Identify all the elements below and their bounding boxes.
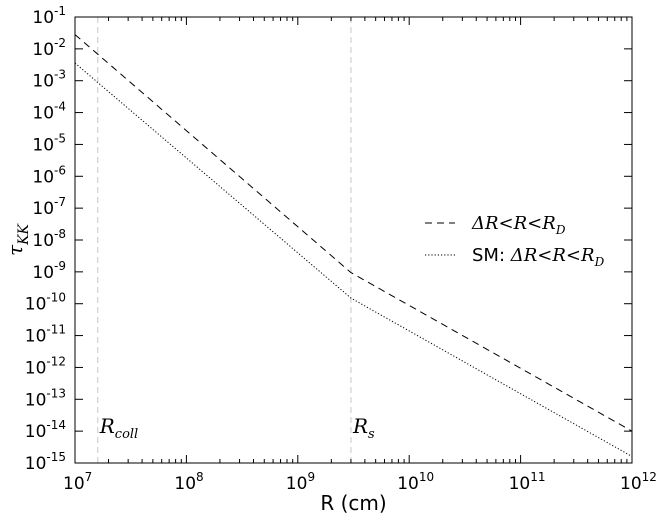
legend: ΔR<R<RD SM: ΔR<R<RD [425,213,605,269]
y-tick-label: 10-4 [32,100,66,124]
x-tick-label: 107 [63,470,92,494]
vline-label-sub: coll [115,427,138,442]
x-axis-title: R (cm) [320,491,386,515]
legend-label: ΔR<R<RD [471,213,566,237]
vline-label-base: R [352,414,368,438]
annotations: Rcoll Rs [99,414,375,442]
x-tick-label: 1010 [397,470,434,494]
x-tick-label: 1012 [620,470,657,494]
series-line-dotted [74,62,633,457]
y-tick-label: 10-8 [32,227,66,251]
y-tick-label: 10-5 [32,131,66,155]
vline-label-s: Rs [352,414,375,442]
x-tick-label: 1011 [509,470,546,494]
y-tick-label: 10-15 [25,450,66,474]
x-tick-label: 108 [174,470,203,494]
y-axis-title: τKK [3,222,32,256]
y-tick-label: 10-7 [32,195,66,219]
y-tick-label: 10-14 [25,418,66,442]
y-axis-title-sub: KK [16,222,32,245]
y-tick-label: 10-2 [32,36,66,60]
x-tick-label: 109 [286,470,315,494]
y-tick-label: 10-6 [32,163,66,187]
y-tick-label: 10-3 [32,68,66,92]
reference-lines [97,17,352,463]
vline-label-sub: s [368,427,375,442]
data-series [74,34,633,457]
plot-frame [74,16,633,464]
vline-label-base: R [99,414,115,438]
vline-label-coll: Rcoll [99,414,139,442]
y-tick-label: 10-13 [25,386,66,410]
y-tick-label: 10-1 [32,4,66,28]
y-axis-title-base: τ [3,244,27,256]
y-tick-label: 10-9 [32,259,66,283]
y-tick-label: 10-12 [25,354,66,378]
legend-label: SM: ΔR<R<RD [472,245,605,269]
y-tick-label: 10-11 [25,323,66,347]
series-line-dashed [74,34,633,432]
axis-ticks: 107 108 109 1010 1011 1012 10-1 10-2 10-3 10-4 10-… [25,4,657,494]
y-tick-label: 10-10 [25,291,66,315]
